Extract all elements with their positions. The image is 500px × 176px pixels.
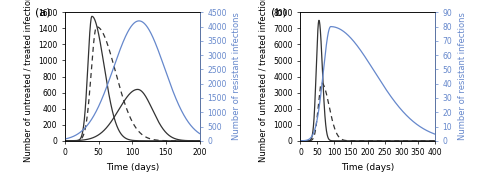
Y-axis label: Number of resistant infections: Number of resistant infections: [458, 13, 467, 140]
X-axis label: Time (days): Time (days): [341, 163, 394, 172]
X-axis label: Time (days): Time (days): [106, 163, 159, 172]
Y-axis label: Number of untreated / treated infections: Number of untreated / treated infections: [24, 0, 32, 162]
Y-axis label: Number of resistant infections: Number of resistant infections: [232, 13, 241, 140]
Text: (b): (b): [271, 7, 286, 17]
Text: (a): (a): [36, 7, 51, 17]
Y-axis label: Number of untreated / treated infections: Number of untreated / treated infections: [259, 0, 268, 162]
